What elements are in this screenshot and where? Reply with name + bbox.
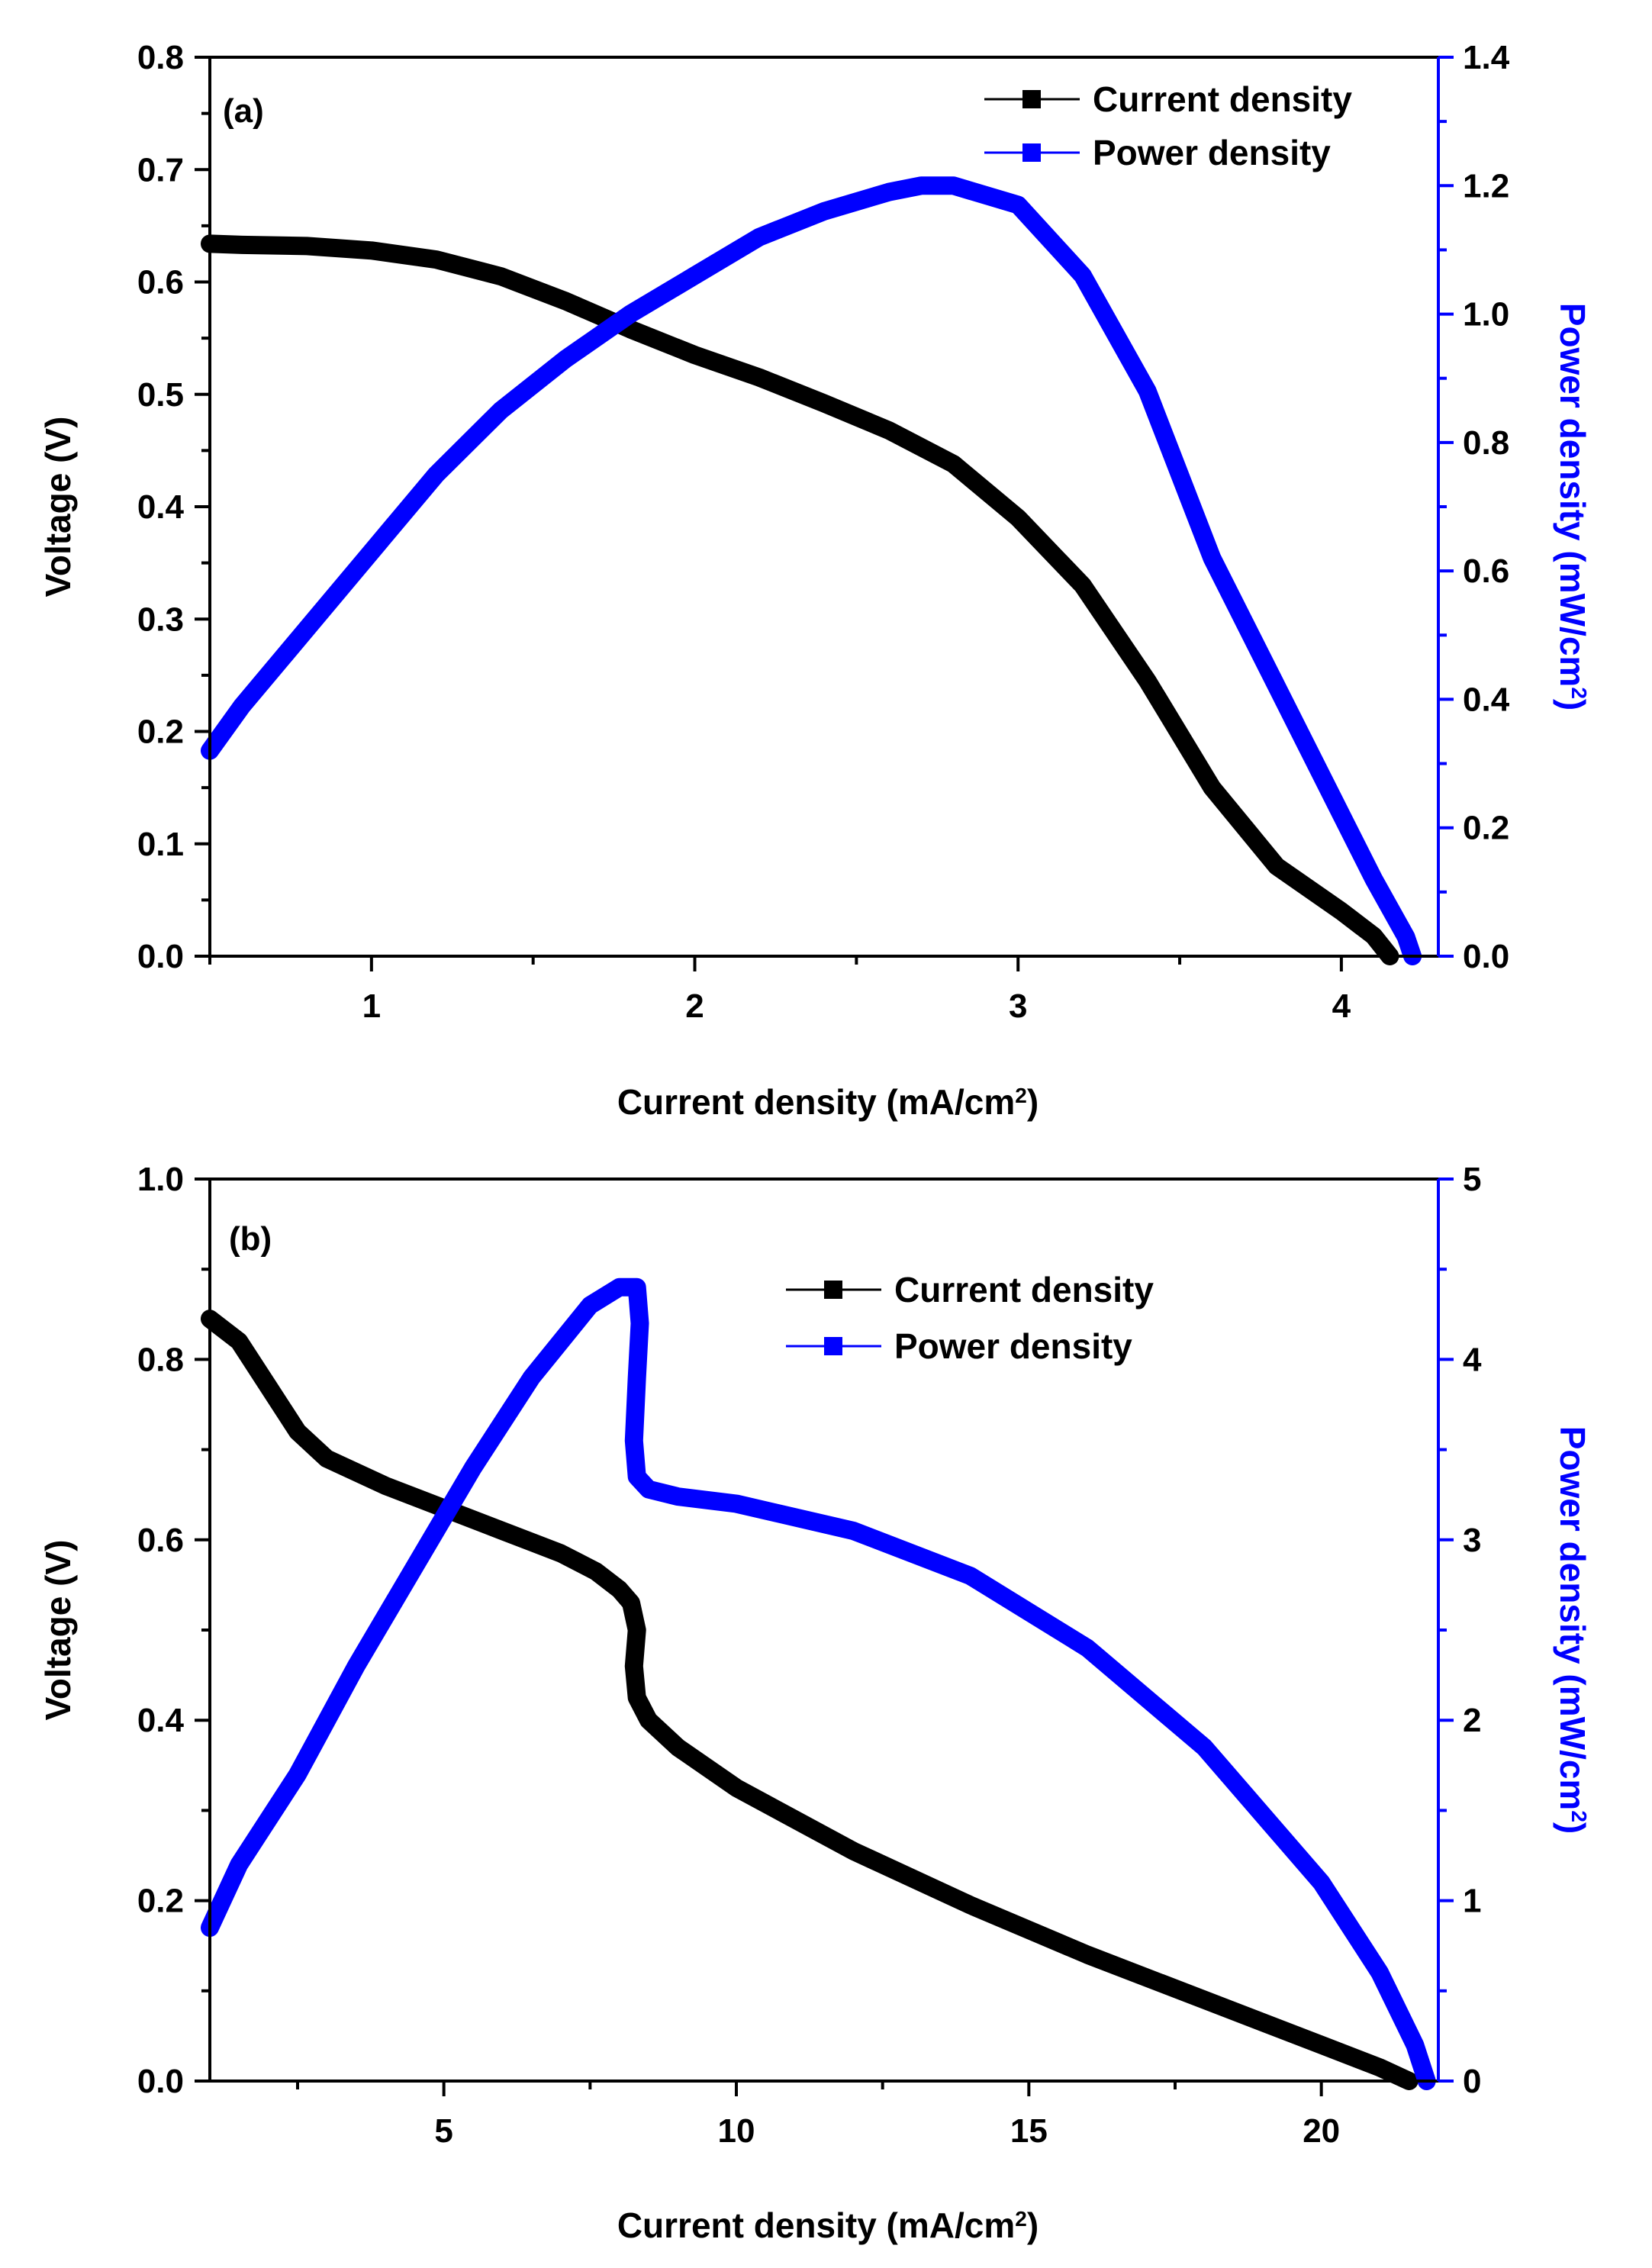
chart-panel-a: 1 2 3 4 0.0 0.1 0.2 0.3 0.4 0.5 0.6 0.7 0.8 0.0 0.2 0.4… [38,39,1592,1122]
y-right-axis-title-a: Power density (mW/cm2) [1553,303,1592,710]
legend-marker-current-density-a [1022,90,1041,108]
y-tick-label-b: 0.0 [137,2063,184,2100]
series-layer-b [201,1277,1436,2090]
y-tick-label-a: 0.2 [137,714,184,751]
x-axis-title-a: Current density (mA/cm2) [617,1082,1039,1122]
chart-panel-b: 5 10 15 20 0.0 0.2 0.4 0.6 0.8 1.0 0 1 2 3 4 5 (b) Curr… [38,1161,1592,2245]
ticks-layer-b: 5 10 15 20 0.0 0.2 0.4 0.6 0.8 1.0 0 1 2 3 4 5 [137,1161,1482,2150]
legend-label-power-density-a: Power density [1093,133,1331,172]
panel-label-b: (b) [229,1220,272,1258]
series-layer-a [201,176,1422,965]
x-tick-label-a: 2 [685,987,704,1025]
power-density-series-line-a [201,176,1422,965]
y-right-tick-label-a: 1.4 [1463,39,1510,76]
y-axis-title-b: Voltage (V) [38,1540,78,1721]
y-tick-label-a: 0.1 [137,826,184,863]
legend-label-current-density-a: Current density [1093,79,1352,119]
y-right-tick-label-a: 1.2 [1463,167,1509,205]
y-tick-label-b: 0.8 [137,1341,184,1378]
legend-marker-power-density-a [1022,143,1041,162]
legend-label-current-density-b: Current density [894,1270,1154,1310]
y-right-axis-title-b: Power density (mW/cm2) [1553,1426,1592,1834]
y-right-tick-label-a: 0.8 [1463,424,1509,462]
y-tick-label-b: 0.6 [137,1522,184,1559]
y-right-tick-label-b: 4 [1463,1341,1482,1378]
x-tick-label-b: 20 [1303,2112,1340,2150]
x-tick-label-b: 10 [718,2112,755,2150]
legend-b: Current density Power density [786,1270,1154,1366]
y-right-tick-label-a: 0.0 [1463,938,1509,975]
y-tick-label-a: 0.7 [137,151,184,188]
x-axis-title-b: Current density (mA/cm2) [617,2205,1039,2245]
y-tick-label-a: 0.4 [137,488,185,526]
y-right-tick-label-b: 0 [1463,2063,1481,2100]
y-axis-title-a: Voltage (V) [38,417,78,598]
y-tick-label-b: 0.2 [137,1883,184,1920]
y-tick-label-b: 1.0 [137,1161,184,1198]
y-right-tick-label-a: 1.0 [1463,296,1509,333]
y-tick-label-a: 0.0 [137,938,184,975]
x-tick-label-a: 1 [362,987,381,1025]
legend-marker-power-density-b [824,1337,842,1355]
y-right-tick-label-b: 5 [1463,1161,1481,1198]
x-tick-label-a: 4 [1332,987,1351,1025]
current-density-series-line-a [201,234,1399,965]
x-tick-label-a: 3 [1009,987,1027,1025]
y-right-tick-label-a: 0.4 [1463,681,1510,718]
panel-label-a: (a) [223,92,264,130]
x-tick-label-b: 5 [434,2112,452,2150]
y-tick-label-b: 0.4 [137,1702,185,1739]
legend-a: Current density Power density [984,79,1352,172]
x-tick-label-b: 15 [1010,2112,1048,2150]
legend-label-power-density-b: Power density [894,1326,1132,1366]
current-density-series-line-b [201,1310,1419,2090]
power-density-series-line-b [201,1277,1436,2090]
y-right-tick-label-b: 3 [1463,1522,1481,1559]
y-tick-label-a: 0.6 [137,264,184,301]
y-right-tick-label-a: 0.6 [1463,553,1509,590]
y-tick-label-a: 0.8 [137,39,184,76]
y-tick-label-a: 0.3 [137,601,184,638]
y-right-tick-label-b: 1 [1463,1883,1481,1920]
ticks-layer-a: 1 2 3 4 0.0 0.1 0.2 0.3 0.4 0.5 0.6 0.7 0.8 0.0 0.2 0.4… [137,39,1510,1025]
legend-marker-current-density-b [824,1281,842,1299]
y-tick-label-a: 0.5 [137,376,184,414]
y-right-tick-label-a: 0.2 [1463,810,1509,847]
y-right-tick-label-b: 2 [1463,1702,1481,1739]
